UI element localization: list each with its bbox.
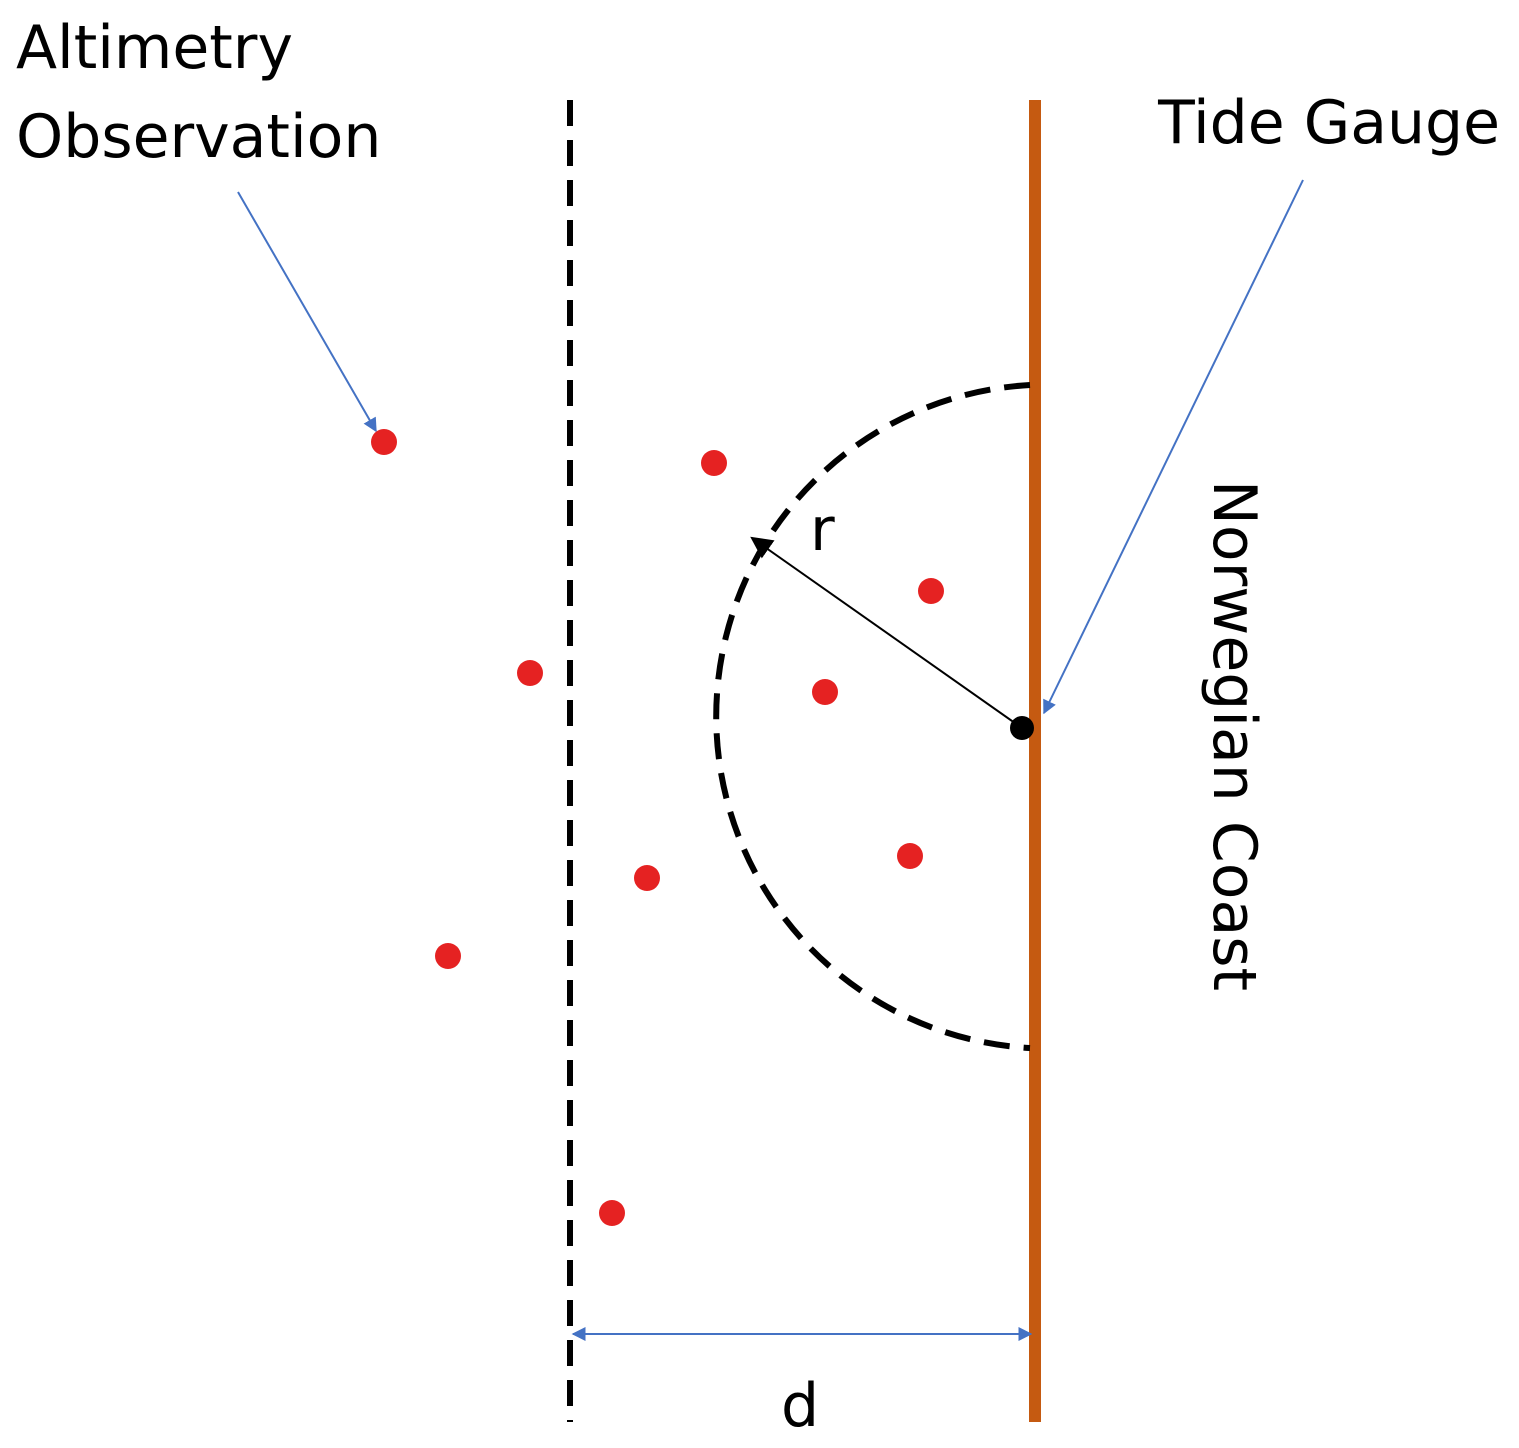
altimetry-observation-point bbox=[897, 843, 923, 869]
distance-label: d bbox=[781, 1371, 819, 1441]
altimetry-observation-label-line1: Altimetry bbox=[16, 13, 293, 83]
radius-label: r bbox=[810, 495, 835, 565]
tide-gauge-label: Tide Gauge bbox=[1157, 88, 1500, 158]
norwegian-coast-label: Norwegian Coast bbox=[1199, 480, 1269, 991]
altimetry-observation-point bbox=[435, 943, 461, 969]
tide-gauge-point bbox=[1010, 716, 1034, 740]
altimetry-observation-point bbox=[599, 1200, 625, 1226]
altimetry-observation-point bbox=[812, 679, 838, 705]
altimetry-observation-point bbox=[918, 578, 944, 604]
altimetry-observation-point bbox=[371, 429, 397, 455]
altimetry-pointer-arrow bbox=[237, 191, 377, 433]
altimetry-observation-label-line2: Observation bbox=[16, 102, 381, 172]
radius-arrow bbox=[750, 536, 1023, 729]
search-radius-semicircle bbox=[713, 382, 1031, 1051]
tide-gauge-pointer-arrow bbox=[1043, 179, 1304, 715]
altimetry-observation-point bbox=[517, 660, 543, 686]
altimetry-observation-point bbox=[634, 865, 660, 891]
altimetry-observation-point bbox=[701, 450, 727, 476]
